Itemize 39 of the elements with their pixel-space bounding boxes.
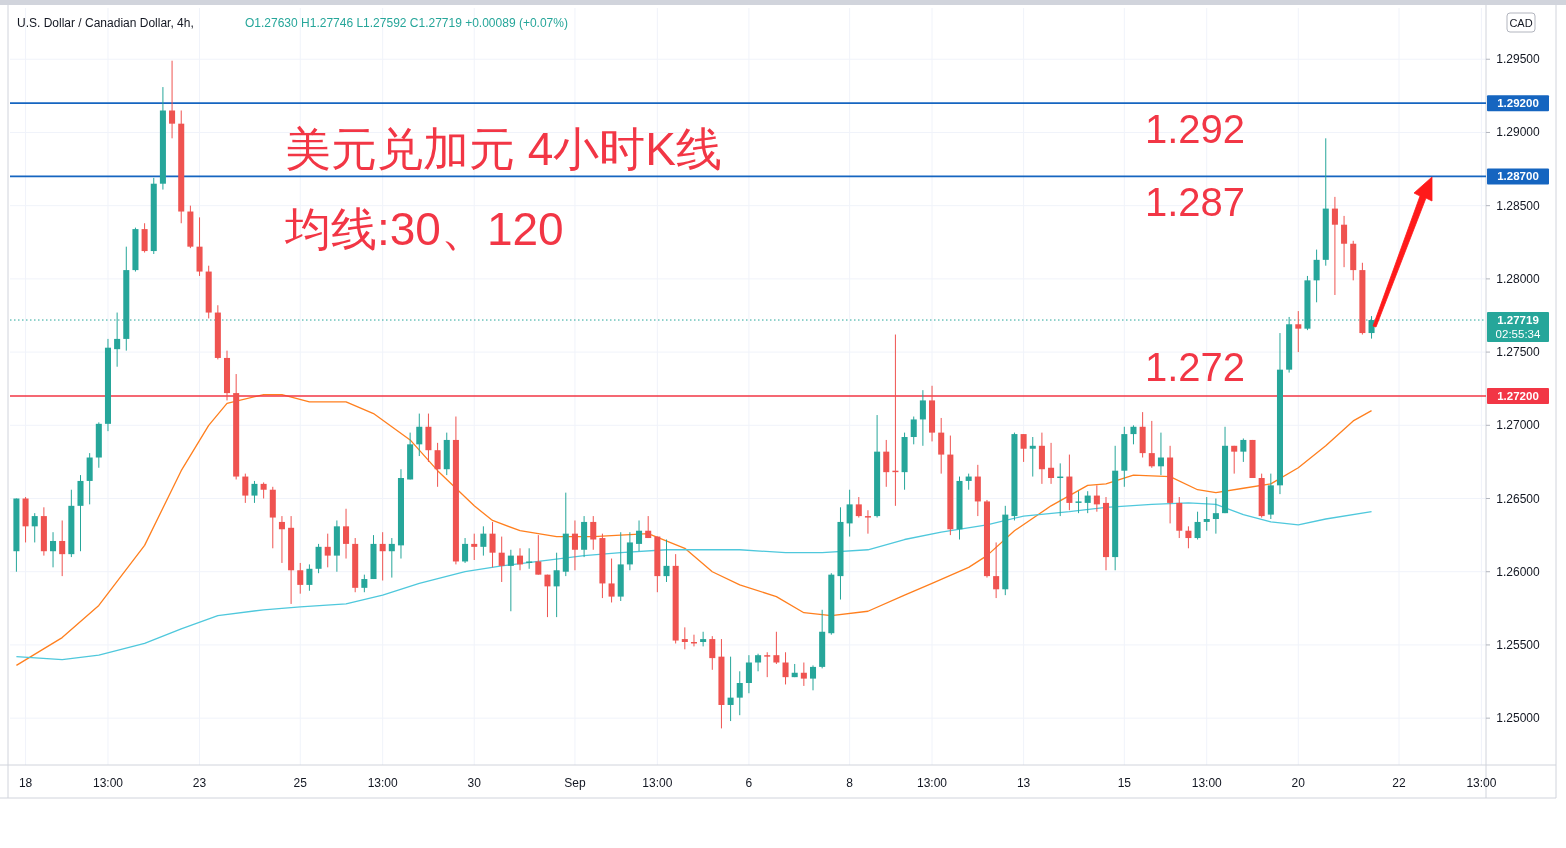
y-tick-label: 1.26500 bbox=[1496, 491, 1541, 506]
x-tick-label: 30 bbox=[467, 776, 482, 790]
annotation: 1.287 bbox=[1145, 180, 1246, 224]
x-tick-label: 13:00 bbox=[1466, 776, 1497, 790]
y-tick-label: 1.29000 bbox=[1496, 125, 1541, 140]
x-tick-label: 13:00 bbox=[917, 776, 948, 790]
x-tick-label: Sep bbox=[564, 776, 586, 790]
y-tick-label: 1.27000 bbox=[1496, 418, 1541, 433]
y-tick-label: 1.25000 bbox=[1496, 711, 1541, 726]
y-tick-label: 1.25500 bbox=[1496, 637, 1541, 652]
x-tick-label: 22 bbox=[1392, 776, 1407, 790]
ref-line-label: 1.28700 bbox=[1497, 170, 1539, 183]
y-tick-label: 1.26000 bbox=[1496, 564, 1541, 579]
x-tick-label: 13 bbox=[1016, 776, 1031, 790]
x-tick-label: 13:00 bbox=[642, 776, 673, 790]
text: O1.27630 H1.27746 L1.27592 C1.27719 +0.00089 (+0.07%) bbox=[245, 16, 568, 30]
x-tick-label: 6 bbox=[745, 776, 753, 790]
y-tick-label: 1.28500 bbox=[1496, 198, 1541, 213]
x-tick-label: 13:00 bbox=[367, 776, 398, 790]
annotation: CAD bbox=[1506, 12, 1536, 33]
x-tick-label: 25 bbox=[293, 776, 308, 790]
text: U.S. Dollar / Canadian Dollar, 4h, bbox=[17, 16, 194, 30]
x-tick-label: 15 bbox=[1117, 776, 1132, 790]
ref-line-label: 1.27719 bbox=[1497, 314, 1539, 327]
ref-line-label: 1.27200 bbox=[1497, 390, 1539, 403]
y-tick-label: 1.28000 bbox=[1496, 271, 1541, 286]
x-tick-label: 13:00 bbox=[92, 776, 124, 790]
annotation: 1.272 bbox=[1145, 345, 1246, 389]
y-tick-label: 1.29500 bbox=[1496, 52, 1541, 67]
annotation: 均线:30、120 bbox=[285, 203, 564, 255]
x-tick-label: 23 bbox=[192, 776, 207, 790]
annotation: 1.292 bbox=[1145, 107, 1246, 151]
y-tick-label: 1.27500 bbox=[1496, 345, 1541, 360]
x-tick-label: 18 bbox=[18, 776, 33, 790]
ref-line-label: 1.29200 bbox=[1497, 97, 1539, 110]
x-tick-label: 20 bbox=[1291, 776, 1306, 790]
x-tick-label: 8 bbox=[846, 776, 854, 790]
x-tick-label: 13:00 bbox=[1191, 776, 1223, 790]
annotation: 美元兑加元 4小时K线 bbox=[285, 123, 723, 175]
